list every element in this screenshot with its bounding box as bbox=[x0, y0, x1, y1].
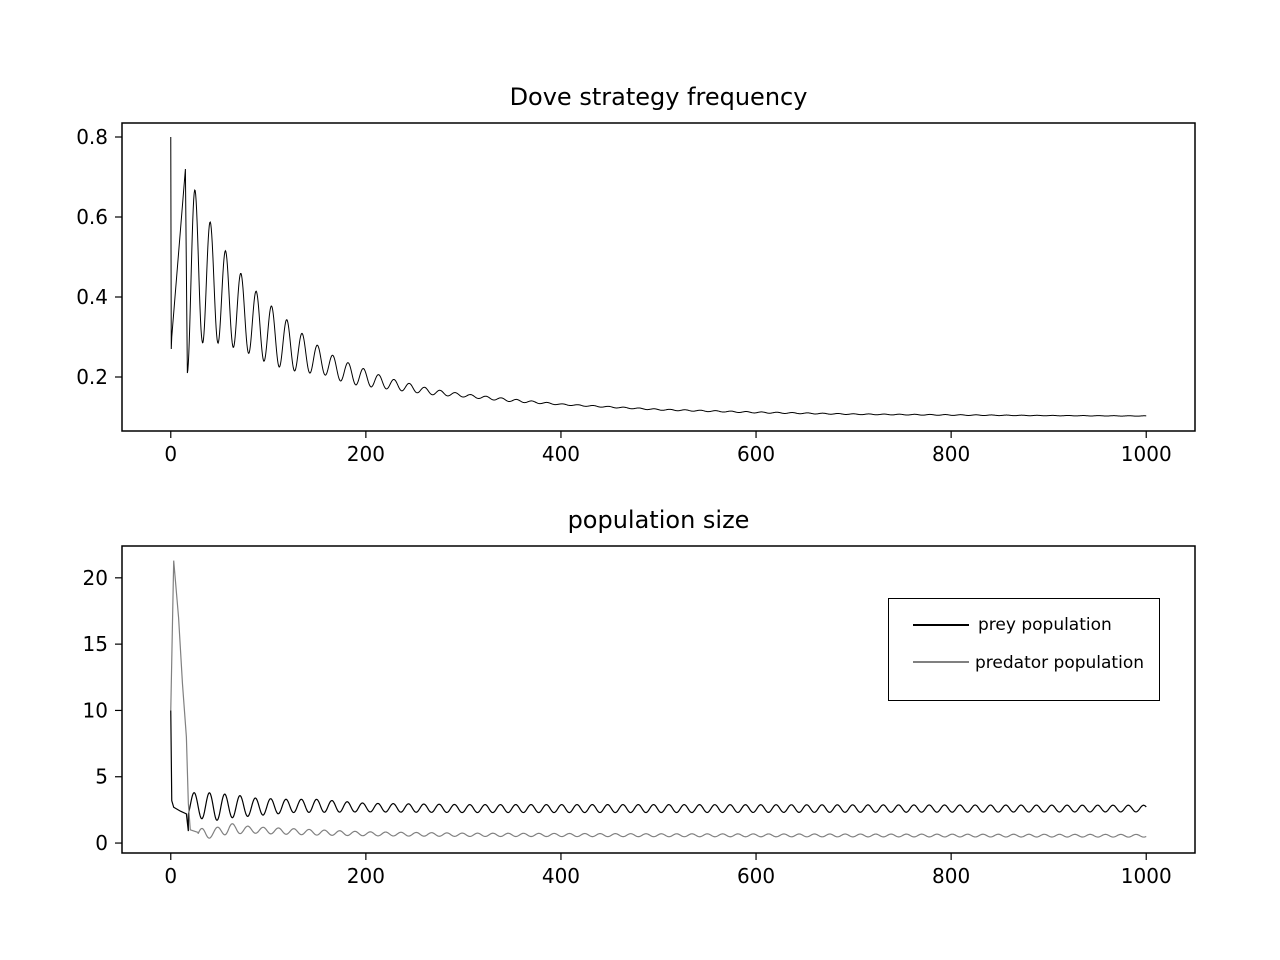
chart-population-size: population size 0 200 400 600 800 1000 0 5 10 15 2… bbox=[83, 506, 1196, 888]
series-line-1 bbox=[170, 560, 1147, 839]
x-tick-label: 0 bbox=[164, 864, 177, 888]
x-tick-label: 200 bbox=[347, 442, 385, 466]
x-tick-label: 800 bbox=[932, 442, 970, 466]
y-tick-label: 0.2 bbox=[76, 365, 108, 389]
x-tick-label: 1000 bbox=[1121, 442, 1172, 466]
x-tick-label: 0 bbox=[164, 442, 177, 466]
y-tick-label: 10 bbox=[83, 698, 108, 722]
x-tick-label: 200 bbox=[347, 864, 385, 888]
chart-dove-frequency: Dove strategy frequency 0 200 400 600 800 100… bbox=[76, 83, 1196, 466]
x-tick-label: 1000 bbox=[1121, 864, 1172, 888]
y-tick-label: 0.4 bbox=[76, 285, 108, 309]
legend: prey population predator population bbox=[888, 598, 1160, 701]
y-tick-label: 0 bbox=[95, 831, 108, 855]
y-tick-label: 20 bbox=[83, 566, 108, 590]
chart-title: Dove strategy frequency bbox=[510, 83, 808, 111]
x-tick-label: 400 bbox=[542, 864, 580, 888]
chart-title: population size bbox=[568, 506, 750, 534]
axes-frame bbox=[121, 122, 1196, 432]
y-tick-label: 15 bbox=[83, 632, 108, 656]
y-tick-label: 0.6 bbox=[76, 205, 108, 229]
series-line-0 bbox=[170, 136, 1147, 417]
y-tick-label: 5 bbox=[95, 765, 108, 789]
legend-box bbox=[888, 598, 1160, 701]
series-line-0 bbox=[170, 710, 1147, 832]
axes-frame bbox=[121, 545, 1196, 854]
x-tick-label: 600 bbox=[737, 864, 775, 888]
legend-label-predator: predator population bbox=[975, 653, 1144, 673]
x-tick-label: 800 bbox=[932, 864, 970, 888]
x-tick-label: 600 bbox=[737, 442, 775, 466]
y-tick-label: 0.8 bbox=[76, 125, 108, 149]
legend-label-prey: prey population bbox=[978, 615, 1112, 635]
plot-area: 0 200 400 600 800 1000 0 5 10 15 20 bbox=[83, 545, 1196, 888]
x-tick-label: 400 bbox=[542, 442, 580, 466]
plot-area: 0 200 400 600 800 1000 0.2 0.4 0.6 0.8 bbox=[76, 122, 1196, 466]
